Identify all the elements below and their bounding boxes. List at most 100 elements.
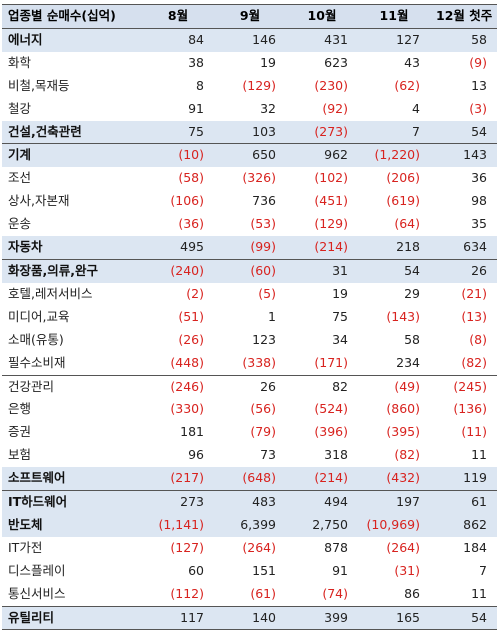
value-cell: (8) bbox=[469, 331, 487, 347]
value-cell: 197 bbox=[358, 490, 430, 514]
row-label: 호텔,레저서비스 bbox=[8, 285, 93, 301]
value-cell: 862 bbox=[430, 513, 497, 537]
table-row: 미디어,교육 (51) 1 75 (143) (13) bbox=[2, 306, 497, 329]
row-label: IT하드웨어 bbox=[2, 490, 142, 514]
header-dec-week1: 12월 첫주 bbox=[430, 4, 497, 29]
value-cell: (112) bbox=[170, 585, 204, 601]
header-row: 업종별 순매수(십억) 8월 9월 10월 11월 12월 첫주 bbox=[2, 4, 497, 29]
table-row: 반도체 (1,141) 6,399 2,750 (10,969) 862 bbox=[2, 513, 497, 537]
value-cell: (330) bbox=[170, 401, 204, 417]
value-cell: (127) bbox=[170, 539, 204, 555]
row-label: IT가전 bbox=[8, 539, 43, 555]
table-container: 업종별 순매수(십억) 8월 9월 10월 11월 12월 첫주 에너지 84 14… bbox=[2, 4, 497, 630]
value-cell: 181 bbox=[180, 424, 204, 440]
value-cell: (217) bbox=[142, 467, 214, 491]
row-label: 은행 bbox=[8, 401, 32, 417]
value-cell: 8 bbox=[196, 77, 204, 93]
row-label: 미디어,교육 bbox=[8, 308, 70, 324]
value-cell: 29 bbox=[404, 285, 420, 301]
value-cell: 962 bbox=[286, 143, 358, 168]
value-cell: 58 bbox=[404, 331, 420, 347]
table-row: 자동차 495 (99) (214) 218 634 bbox=[2, 236, 497, 260]
value-cell: 184 bbox=[463, 539, 487, 555]
value-cell: (49) bbox=[358, 374, 430, 399]
row-label: 건강관리 bbox=[2, 374, 142, 399]
row-label: 증권 bbox=[8, 424, 32, 440]
value-cell: (82) bbox=[394, 447, 420, 463]
value-cell: 119 bbox=[430, 467, 497, 491]
value-cell: (61) bbox=[250, 585, 276, 601]
value-cell: (451) bbox=[314, 193, 348, 209]
table-row: 운송 (36) (53) (129) (64) 35 bbox=[2, 213, 497, 236]
value-cell: 1 bbox=[268, 308, 276, 324]
value-cell: 623 bbox=[324, 54, 348, 70]
value-cell: 318 bbox=[324, 447, 348, 463]
row-label: 화장품,의류,완구 bbox=[2, 258, 142, 283]
value-cell: 495 bbox=[142, 236, 214, 260]
table-row: 상사,자본재 (106) 736 (451) (619) 98 bbox=[2, 190, 497, 213]
value-cell: (21) bbox=[461, 285, 487, 301]
value-cell: 19 bbox=[332, 285, 348, 301]
value-cell: 431 bbox=[286, 28, 358, 52]
header-oct: 10월 bbox=[286, 4, 358, 29]
value-cell: (1,141) bbox=[142, 513, 214, 537]
value-cell: 483 bbox=[214, 490, 286, 514]
value-cell: (432) bbox=[358, 467, 430, 491]
value-cell: (62) bbox=[394, 77, 420, 93]
value-cell: 151 bbox=[252, 562, 276, 578]
value-cell: (36) bbox=[178, 216, 204, 232]
value-cell: 7 bbox=[479, 562, 487, 578]
value-cell: 494 bbox=[286, 490, 358, 514]
table-row: IT가전 (127) (264) 878 (264) 184 bbox=[2, 537, 497, 560]
value-cell: (79) bbox=[250, 424, 276, 440]
value-cell: (129) bbox=[314, 216, 348, 232]
value-cell: 34 bbox=[332, 331, 348, 347]
value-cell: 13 bbox=[471, 77, 487, 93]
row-label: 필수소비재 bbox=[8, 354, 66, 370]
row-label: 에너지 bbox=[2, 28, 142, 52]
value-cell: 146 bbox=[214, 28, 286, 52]
header-sector: 업종별 순매수(십억) bbox=[2, 4, 142, 29]
table-row: 에너지 84 146 431 127 58 bbox=[2, 28, 497, 52]
value-cell: 61 bbox=[430, 490, 497, 514]
value-cell: 650 bbox=[214, 143, 286, 168]
value-cell: 38 bbox=[188, 54, 204, 70]
row-label: 비철,목재등 bbox=[8, 77, 70, 93]
value-cell: 7 bbox=[358, 120, 430, 144]
value-cell: 127 bbox=[358, 28, 430, 52]
row-label: 조선 bbox=[8, 170, 32, 186]
row-label: 디스플레이 bbox=[8, 562, 66, 578]
value-cell: 60 bbox=[188, 562, 204, 578]
value-cell: (82) bbox=[461, 354, 487, 370]
value-cell: 6,399 bbox=[214, 513, 286, 537]
value-cell: (10) bbox=[142, 143, 214, 168]
table-row: IT하드웨어 273 483 494 197 61 bbox=[2, 490, 497, 514]
value-cell: 103 bbox=[214, 120, 286, 144]
value-cell: (60) bbox=[214, 258, 286, 283]
value-cell: (106) bbox=[170, 193, 204, 209]
value-cell: (214) bbox=[286, 467, 358, 491]
value-cell: (143) bbox=[386, 308, 420, 324]
table-row: 조선 (58) (326) (102) (206) 36 bbox=[2, 167, 497, 190]
table-row: 비철,목재등 8 (129) (230) (62) 13 bbox=[2, 75, 497, 98]
value-cell: (51) bbox=[178, 308, 204, 324]
value-cell: 26 bbox=[214, 374, 286, 399]
value-cell: 82 bbox=[286, 374, 358, 399]
value-cell: (53) bbox=[250, 216, 276, 232]
value-cell: 165 bbox=[358, 605, 430, 630]
value-cell: 123 bbox=[252, 331, 276, 347]
value-cell: 218 bbox=[358, 236, 430, 260]
net-buy-by-sector-table: 업종별 순매수(십억) 8월 9월 10월 11월 12월 첫주 에너지 84 14… bbox=[2, 4, 497, 630]
value-cell: (11) bbox=[461, 424, 487, 440]
value-cell: (619) bbox=[386, 193, 420, 209]
value-cell: (99) bbox=[214, 236, 286, 260]
table-row: 호텔,레저서비스 (2) (5) 19 29 (21) bbox=[2, 283, 497, 306]
value-cell: 54 bbox=[430, 605, 497, 630]
value-cell: (264) bbox=[242, 539, 276, 555]
table-row: 소프트웨어 (217) (648) (214) (432) 119 bbox=[2, 467, 497, 491]
value-cell: (860) bbox=[386, 401, 420, 417]
value-cell: (648) bbox=[214, 467, 286, 491]
value-cell: 11 bbox=[471, 585, 487, 601]
table-row: 은행 (330) (56) (524) (860) (136) bbox=[2, 398, 497, 421]
value-cell: (448) bbox=[170, 354, 204, 370]
